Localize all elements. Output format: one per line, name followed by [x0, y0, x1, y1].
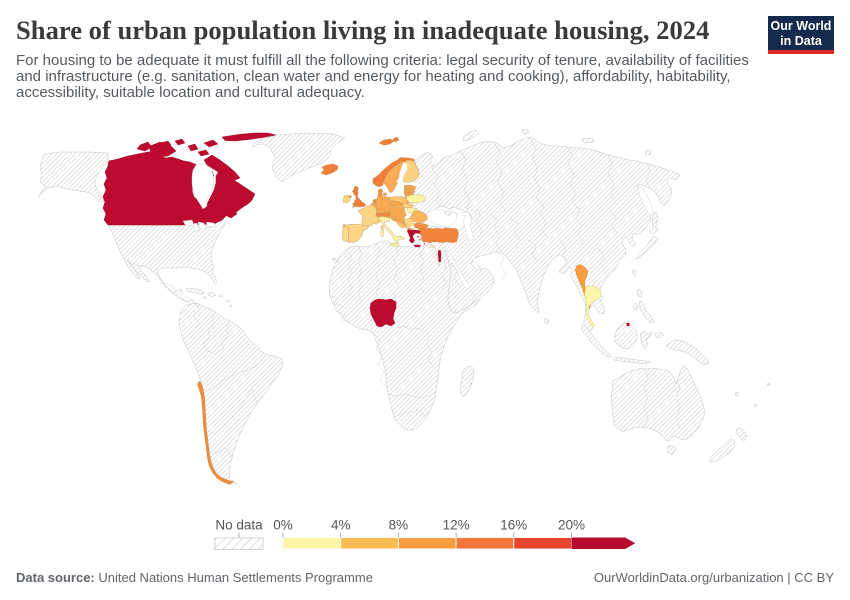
svg-text:8%: 8%	[389, 518, 409, 533]
svg-text:20%: 20%	[558, 518, 585, 533]
svg-text:No data: No data	[215, 518, 263, 533]
svg-text:0%: 0%	[273, 518, 293, 533]
svg-text:12%: 12%	[443, 518, 470, 533]
svg-text:16%: 16%	[500, 518, 527, 533]
svg-text:4%: 4%	[331, 518, 351, 533]
